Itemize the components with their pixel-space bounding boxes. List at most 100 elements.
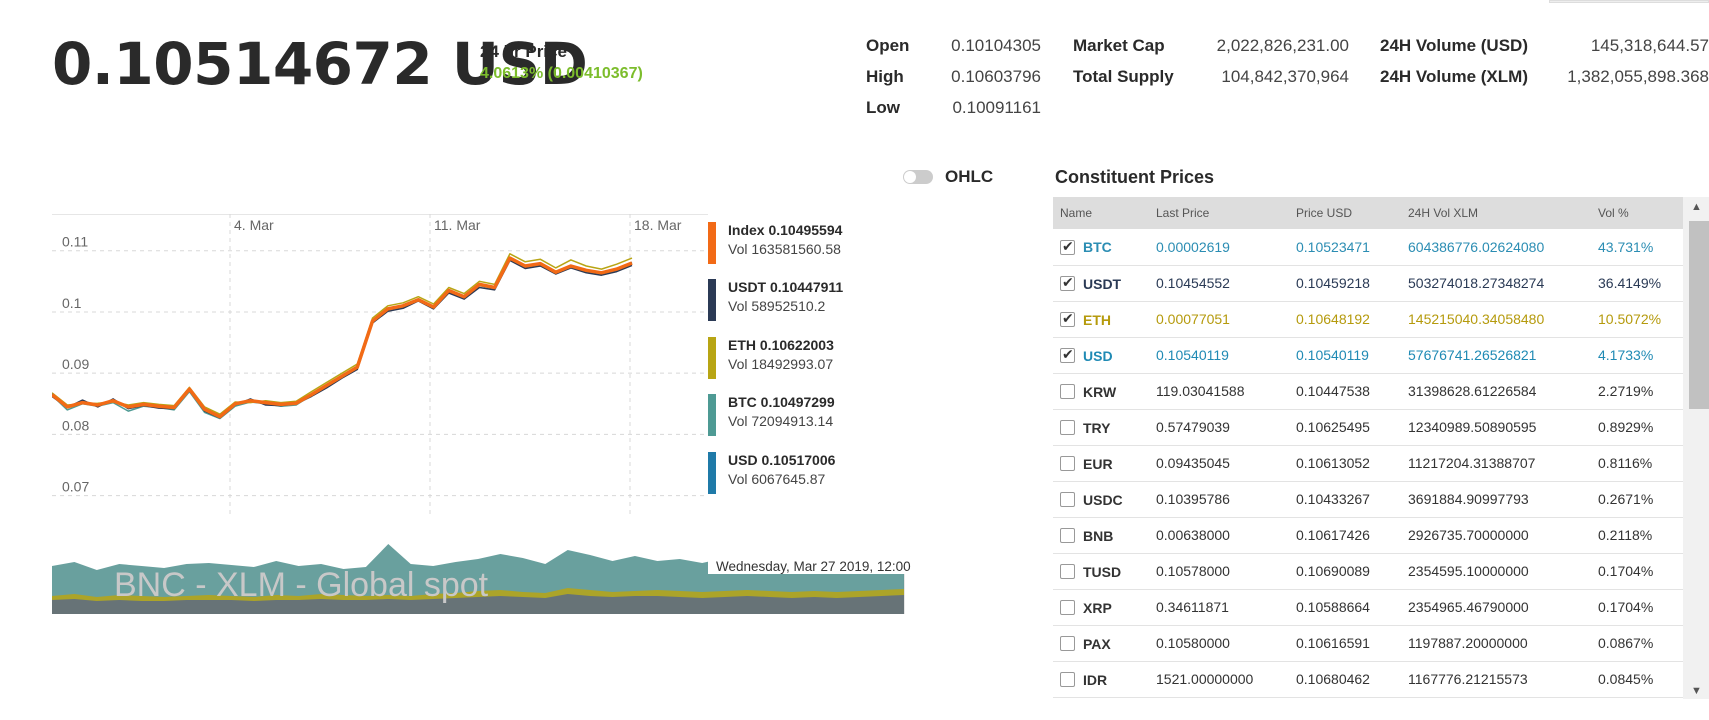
row-checkbox[interactable] (1060, 274, 1075, 292)
stat-row: Market Cap 2,022,826,231.00 (1073, 30, 1349, 61)
ohlc-toggle[interactable] (903, 170, 933, 184)
name-cell: USDT (1053, 265, 1149, 302)
chart-watermark: BNC - XLM - Global spot (114, 566, 489, 604)
stat-value: 0.10104305 (951, 36, 1041, 55)
vol-pct-cell: 0.0845% (1591, 661, 1683, 698)
scroll-down-icon[interactable]: ▼ (1691, 685, 1702, 697)
row-checkbox[interactable] (1060, 528, 1075, 544)
price-usd-cell: 0.10540119 (1289, 337, 1401, 374)
col-header-name[interactable]: Name (1053, 197, 1149, 229)
tooltip-item: Index 0.10495594 Vol 163581560.58 (708, 222, 842, 268)
stat-label: Open (866, 36, 910, 55)
row-checkbox[interactable] (1060, 636, 1075, 652)
last-price-cell: 0.10580000 (1149, 625, 1289, 662)
series-line-usdt (52, 259, 633, 419)
y-tick-label: 0.11 (62, 234, 88, 250)
table-header-row: Name Last Price Price USD 24H Vol XLM Vo… (1053, 197, 1683, 229)
vol-xlm-cell: 2354595.10000000 (1401, 553, 1591, 590)
row-checkbox[interactable] (1060, 310, 1075, 328)
row-checkbox[interactable] (1060, 564, 1075, 580)
current-price: 0.10514672 USD (52, 30, 588, 98)
tooltip-series-volume: Vol 6067645.87 (728, 471, 826, 487)
tooltip-item: BTC 0.10497299 Vol 72094913.14 (708, 394, 835, 440)
vol-pct-cell: 0.8929% (1591, 409, 1683, 446)
tooltip-series-name: ETH 0.10622003 (728, 337, 834, 353)
table-row: IDR 1521.00000000 0.10680462 1167776.212155… (1053, 661, 1683, 698)
stat-row: 24H Volume (USD) 145,318,644.57 (1380, 30, 1709, 61)
price-usd-cell: 0.10588664 (1289, 589, 1401, 626)
symbol-label: EUR (1083, 455, 1113, 472)
last-price-cell: 0.34611871 (1149, 589, 1289, 626)
vol-pct-cell: 0.0867% (1591, 625, 1683, 662)
row-checkbox[interactable] (1060, 672, 1075, 688)
symbol-label: KRW (1083, 383, 1117, 400)
scrollbar-thumb[interactable] (1689, 221, 1709, 409)
price-usd-cell: 0.10433267 (1289, 481, 1401, 518)
corner-tab[interactable] (1549, 0, 1709, 3)
name-cell: ETH (1053, 301, 1149, 338)
volume-area-usdt (52, 594, 904, 614)
ohlc-switch[interactable]: OHLC (903, 167, 993, 187)
stat-row: Low 0.10091161 (866, 92, 1041, 123)
stat-label: Low (866, 98, 900, 117)
row-checkbox[interactable] (1060, 346, 1075, 364)
vol-pct-cell: 0.1704% (1591, 589, 1683, 626)
vol-xlm-cell: 604386776.02624080 (1401, 229, 1591, 266)
vol-xlm-cell: 1197887.20000000 (1401, 625, 1591, 662)
name-cell: PAX (1053, 625, 1149, 662)
row-checkbox[interactable] (1060, 384, 1075, 400)
prices-table: Name Last Price Price USD 24H Vol XLM Vo… (1053, 197, 1683, 698)
stats-volume: 24H Volume (USD) 145,318,644.57 24H Volum… (1380, 30, 1709, 92)
name-cell: EUR (1053, 445, 1149, 482)
stat-value: 104,842,370,964 (1221, 67, 1349, 86)
vol-xlm-cell: 503274018.27348274 (1401, 265, 1591, 302)
stats-market: Market Cap 2,022,826,231.00 Total Supply 1… (1073, 30, 1349, 92)
tooltip-series-name: Index 0.10495594 (728, 222, 843, 238)
stat-value: 145,318,644.57 (1590, 36, 1709, 55)
vol-pct-cell: 36.4149% (1591, 265, 1683, 302)
symbol-label: XRP (1083, 599, 1112, 616)
last-price-cell: 1521.00000000 (1149, 661, 1289, 698)
table-scrollbar[interactable]: ▲ ▼ (1683, 197, 1709, 699)
vol-xlm-cell: 57676741.26526821 (1401, 337, 1591, 374)
col-header-vol-xlm[interactable]: 24H Vol XLM (1401, 197, 1591, 229)
last-price-cell: 0.10540119 (1149, 337, 1289, 374)
last-price-cell: 0.00077051 (1149, 301, 1289, 338)
symbol-label: USDT (1083, 275, 1122, 292)
y-tick-label: 0.08 (62, 417, 89, 433)
row-checkbox[interactable] (1060, 238, 1075, 255)
name-cell: XRP (1053, 589, 1149, 626)
y-tick-label: 0.09 (62, 356, 89, 372)
row-checkbox[interactable] (1060, 600, 1075, 616)
last-price-cell: 0.00638000 (1149, 517, 1289, 554)
col-header-price-usd[interactable]: Price USD (1289, 197, 1401, 229)
col-header-vol-pct[interactable]: Vol % (1591, 197, 1683, 229)
series-line-btc (52, 258, 633, 420)
scroll-up-icon[interactable]: ▲ (1691, 201, 1702, 213)
row-checkbox[interactable] (1060, 456, 1075, 472)
stat-label: High (866, 67, 904, 86)
stat-row: Open 0.10104305 (866, 30, 1041, 61)
row-checkbox[interactable] (1060, 492, 1075, 508)
price-change-box: 24 hr Price 4.0613% (0.00410367) (480, 42, 643, 83)
col-header-last-price[interactable]: Last Price (1149, 197, 1289, 229)
vol-xlm-cell: 12340989.50890595 (1401, 409, 1591, 446)
vol-xlm-cell: 31398628.61226584 (1401, 373, 1591, 410)
table-row: XRP 0.34611871 0.10588664 2354965.46790000 0… (1053, 589, 1683, 626)
price-usd-cell: 0.10625495 (1289, 409, 1401, 446)
stat-row: High 0.10603796 (866, 61, 1041, 92)
tooltip-series-volume: Vol 163581560.58 (728, 241, 841, 257)
last-price-cell: 0.10578000 (1149, 553, 1289, 590)
tooltip-series-name: USD 0.10517006 (728, 452, 836, 468)
row-checkbox[interactable] (1060, 420, 1075, 436)
stat-label: Total Supply (1073, 67, 1174, 86)
symbol-label: TRY (1083, 419, 1111, 436)
tooltip-series-volume: Vol 18492993.07 (728, 356, 834, 372)
table-row: EUR 0.09435045 0.10613052 11217204.31388707… (1053, 445, 1683, 482)
ohlc-label: OHLC (945, 167, 994, 186)
last-price-cell: 0.00002619 (1149, 229, 1289, 266)
series-color-swatch (708, 337, 716, 379)
